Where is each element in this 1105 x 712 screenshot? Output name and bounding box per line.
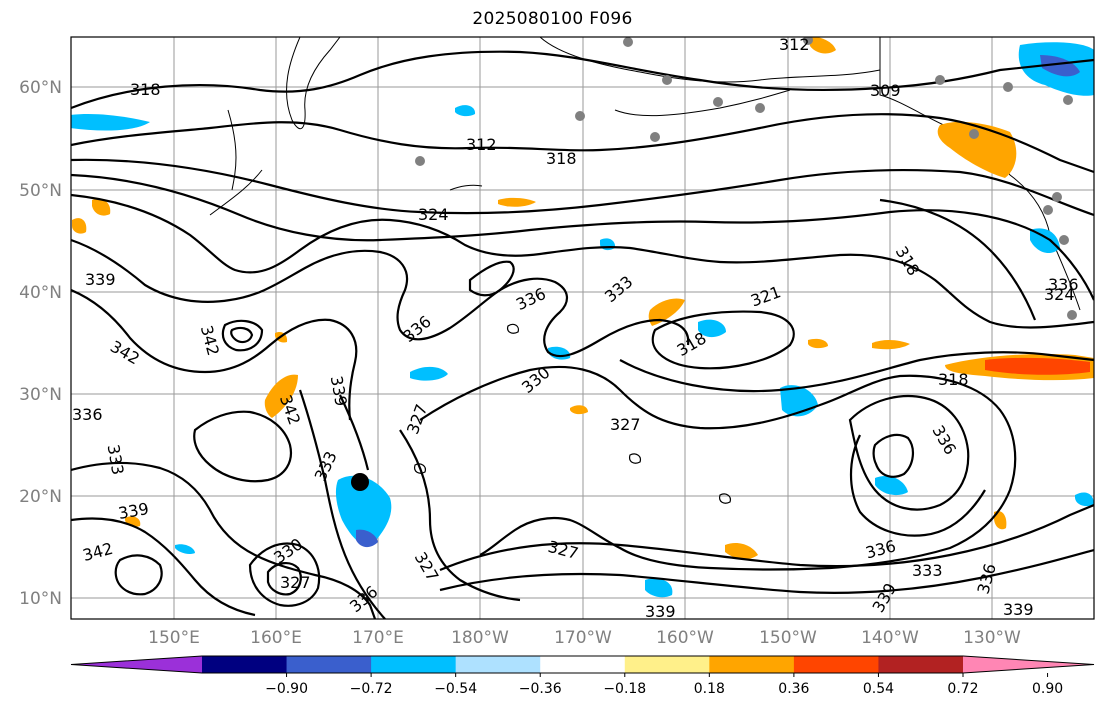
contour-label: 312 (779, 35, 810, 54)
lat-label: 30°N (19, 385, 62, 405)
lon-label: 180°W (451, 628, 509, 648)
map-title: 2025080100 F096 (472, 9, 633, 29)
colorbar-swatch (286, 656, 372, 673)
contour-label: 336 (72, 405, 103, 424)
contour-label: 327 (610, 415, 641, 434)
colorbar-tick-label: 0.36 (778, 681, 809, 697)
contour-label: 339 (1003, 600, 1034, 619)
colorbar: −0.90 −0.72 −0.54 −0.36 −0.18 0.18 0.36 0.54 0.7… (70, 655, 1095, 697)
contour-label: 318 (938, 370, 969, 389)
longitude-labels: 150°E 160°E 170°E 180°W 170°W 160°W 150°… (148, 628, 1021, 648)
colorbar-tick-label: −0.72 (350, 681, 393, 697)
colorbar-swatch (793, 656, 879, 673)
station-marker (803, 37, 813, 45)
contour-label: 333 (912, 561, 943, 580)
colorbar-extend-high (963, 656, 1094, 673)
station-marker (575, 111, 585, 121)
station-marker (969, 129, 979, 139)
contour-label: 312 (466, 135, 497, 154)
contour-label: 324 (1044, 285, 1075, 304)
colorbar-tick-label: 0.72 (947, 681, 978, 697)
colorbar-tick-label: 0.90 (1032, 681, 1063, 697)
positive-shading (72, 37, 1094, 560)
contour-label: 324 (418, 205, 449, 224)
lon-label: 170°W (554, 628, 612, 648)
lon-label: 160°E (250, 628, 302, 648)
contour-label: 336 (1048, 275, 1079, 294)
colorbar-tick-label: −0.36 (519, 681, 562, 697)
lon-label: 170°E (352, 628, 404, 648)
station-marker (1003, 82, 1013, 92)
lat-label: 20°N (19, 487, 62, 507)
contour-label: 339 (645, 602, 676, 621)
negative-shading (71, 42, 1094, 598)
colorbar-swatch (371, 656, 457, 673)
height-contours (71, 50, 1094, 619)
station-marker (713, 97, 723, 107)
station-marker (935, 75, 945, 85)
station-marker (1063, 95, 1073, 105)
colorbar-extend-low (71, 656, 202, 673)
station-marker (1052, 192, 1062, 202)
station-marker (662, 75, 672, 85)
station-marker (1067, 310, 1077, 320)
lon-label: 150°W (759, 628, 817, 648)
plot-area: 318 312 318 324 309 312 339 342 342 336 … (71, 35, 1094, 621)
lat-label: 10°N (19, 589, 62, 609)
contour-label: 318 (130, 80, 161, 99)
station-marker (1043, 205, 1053, 215)
station-marker (415, 156, 425, 166)
colorbar-swatch (709, 656, 795, 673)
lon-label: 140°W (861, 628, 919, 648)
lat-label: 60°N (19, 78, 62, 98)
colorbar-swatch (455, 656, 541, 673)
station-markers (415, 37, 1077, 320)
contour-label: 327 (280, 573, 311, 592)
contour-label: 339 (85, 270, 116, 289)
lat-label: 50°N (19, 181, 62, 201)
contour-label: 318 (546, 149, 577, 168)
colorbar-swatch (540, 656, 626, 673)
lon-label: 160°W (656, 628, 714, 648)
colorbar-swatch (624, 656, 710, 673)
colorbar-tick-label: 0.54 (863, 681, 894, 697)
station-marker (755, 103, 765, 113)
lon-label: 130°W (963, 628, 1021, 648)
colorbar-outline (70, 655, 1095, 674)
station-marker (623, 37, 633, 47)
colorbar-tick-label: −0.90 (265, 681, 308, 697)
colorbar-tick-label: −0.18 (603, 681, 646, 697)
lon-label: 150°E (148, 628, 200, 648)
plot-frame (70, 36, 1095, 620)
colorbar-tick-label: −0.54 (434, 681, 477, 697)
colorbar-swatch (878, 656, 964, 673)
station-marker (1059, 235, 1069, 245)
latitude-labels: 60°N 50°N 40°N 30°N 20°N 10°N (19, 78, 62, 609)
contour-label: 309 (870, 81, 901, 100)
lat-label: 40°N (19, 283, 62, 303)
station-marker (650, 132, 660, 142)
colorbar-tick-label: 0.18 (694, 681, 725, 697)
small-features (414, 323, 731, 504)
colorbar-swatch (202, 656, 288, 673)
storm-center-marker (351, 473, 369, 491)
